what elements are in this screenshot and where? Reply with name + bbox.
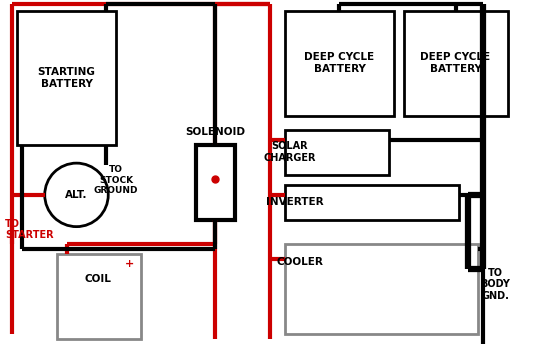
Text: SOLENOID: SOLENOID [185,127,245,137]
Bar [404,11,508,116]
Bar [57,255,141,339]
Text: ALT.: ALT. [65,190,88,200]
Bar [285,11,394,116]
Bar [285,185,458,220]
Text: COOLER: COOLER [277,257,323,267]
Text: TO
STARTER: TO STARTER [5,219,54,240]
Bar [17,11,116,145]
Text: TO
BODY
GND.: TO BODY GND. [480,267,510,301]
Text: COIL: COIL [85,274,112,284]
Bar [285,130,389,175]
Text: SOLAR
CHARGER: SOLAR CHARGER [264,141,316,163]
Text: INVERTER: INVERTER [266,197,324,207]
Text: DEEP CYCLE
BATTERY: DEEP CYCLE BATTERY [420,52,490,74]
Text: TO
STOCK
GROUND: TO STOCK GROUND [94,165,138,195]
Text: STARTING
BATTERY: STARTING BATTERY [38,67,95,89]
Text: DEEP CYCLE
BATTERY: DEEP CYCLE BATTERY [304,52,375,74]
Text: +: + [124,259,133,269]
Bar [196,145,235,220]
Bar [285,244,478,334]
